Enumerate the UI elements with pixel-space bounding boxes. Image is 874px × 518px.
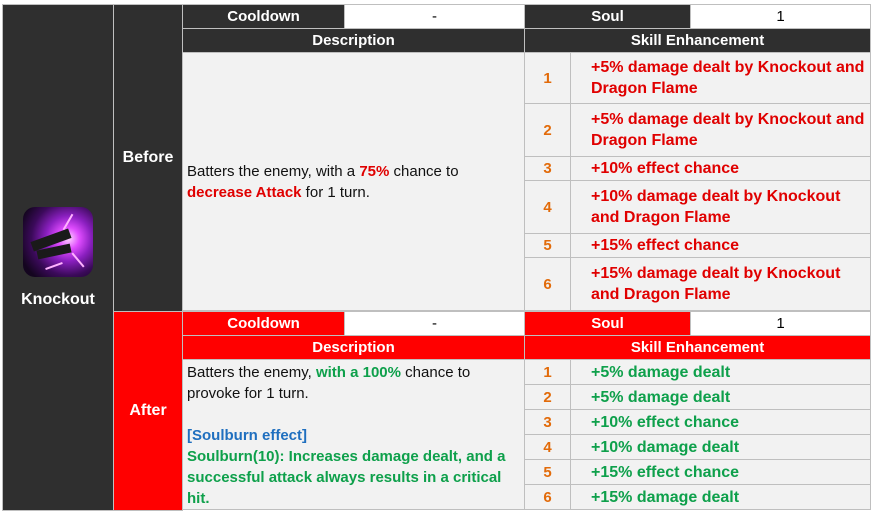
after-enh-text: +5% damage dealt [570,359,871,385]
after-cooldown-value: - [344,311,525,336]
after-enh-text: +15% damage dealt [570,484,871,510]
after-enhancement-header: Skill Enhancement [524,335,871,360]
after-enh-level: 1 [524,359,571,385]
after-soul-label: Soul [524,311,691,336]
after-label: After [113,311,183,511]
after-enh-level: 5 [524,459,571,485]
soulburn-text: Soulburn(10): Increases damage dealt, an… [187,448,506,507]
after-enh-text: +10% effect chance [570,409,871,435]
after-enh-text: +5% damage dealt [570,384,871,410]
before-enh-level: 6 [524,257,571,311]
skill-table: Knockout Before Cooldown - Soul 1 Descri… [2,4,871,511]
after-description-header: Description [182,335,525,360]
after-enh-level: 4 [524,434,571,460]
soulburn-title: [Soulburn effect] [187,427,307,444]
before-enh-text: +10% damage dealt by Knockout and Dragon… [570,180,871,234]
before-description: Batters the enemy, with a 75% chance to … [182,52,525,311]
after-chance: with a 100% [315,364,401,381]
before-soul-label: Soul [524,4,691,29]
after-description: Batters the enemy, with a 100% chance to… [182,359,525,510]
before-enh-text: +10% effect chance [570,156,871,181]
before-enh-level: 5 [524,233,571,258]
knockout-skill-icon [23,206,93,277]
before-enh-level: 3 [524,156,571,181]
after-enh-text: +10% damage dealt [570,434,871,460]
after-enh-text: +15% effect chance [570,459,871,485]
before-description-header: Description [182,28,525,53]
before-enh-text: +15% effect chance [570,233,871,258]
before-soul-value: 1 [690,4,871,29]
after-cooldown-label: Cooldown [182,311,345,336]
before-enh-level: 2 [524,103,571,157]
after-enh-level: 2 [524,384,571,410]
before-enhancement-header: Skill Enhancement [524,28,871,53]
before-label: Before [113,4,183,312]
skill-name: Knockout [21,290,95,308]
before-enh-text: +5% damage dealt by Knockout and Dragon … [570,52,871,104]
before-effect: decrease Attack [187,183,302,201]
before-enh-level: 1 [524,52,571,104]
skill-comparison-sheet: Knockout Before Cooldown - Soul 1 Descri… [2,4,871,512]
after-enh-level: 3 [524,409,571,435]
before-enh-text: +15% damage dealt by Knockout and Dragon… [570,257,871,311]
skill-name-cell: Knockout [2,4,114,511]
after-enh-level: 6 [524,484,571,510]
before-enh-level: 4 [524,180,571,234]
before-cooldown-value: - [344,4,525,29]
before-cooldown-label: Cooldown [182,4,345,29]
before-chance: 75% [359,162,390,180]
after-soul-value: 1 [690,311,871,336]
before-enh-text: +5% damage dealt by Knockout and Dragon … [570,103,871,157]
